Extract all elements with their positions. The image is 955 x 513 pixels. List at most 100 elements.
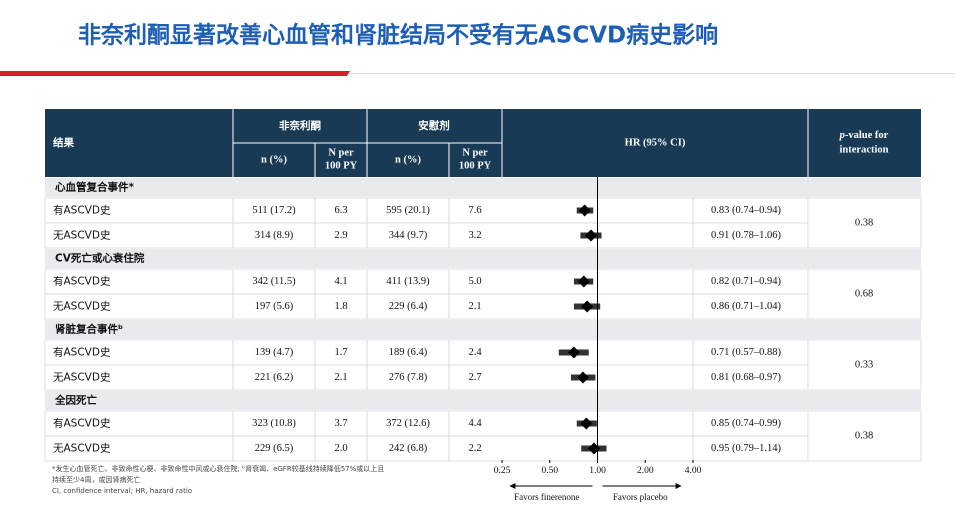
pla-rate: 4.4 xyxy=(468,418,482,429)
data-row xyxy=(44,435,809,462)
pla-n: 344 (9.7) xyxy=(389,230,428,241)
header-rate: N per xyxy=(462,147,488,158)
footnote: CI, confidence interval; HR, hazard rati… xyxy=(52,487,192,495)
fin-rate: 1.7 xyxy=(334,347,347,358)
data-row xyxy=(44,268,809,295)
fin-rate: 3.7 xyxy=(334,418,347,429)
data-row xyxy=(44,222,809,249)
header-n: n (%) xyxy=(395,154,421,165)
x-tick-label: 2.00 xyxy=(637,466,654,476)
data-row xyxy=(44,293,809,320)
p-cell xyxy=(807,268,922,320)
header-finerenone: 非奈利酮 xyxy=(279,119,321,132)
pla-n: 411 (13.9) xyxy=(386,276,430,287)
row-label: 有ASCVD史 xyxy=(53,204,111,217)
group-label: 肾脏复合事件ᵇ xyxy=(55,323,123,336)
p-cell xyxy=(807,197,922,249)
data-row xyxy=(44,410,809,437)
favors-left: Favors finerenone xyxy=(514,492,579,502)
data-row xyxy=(44,364,809,391)
hr-label: 0.95 (0.79–1.14) xyxy=(711,443,781,454)
group-row xyxy=(45,391,921,410)
p-cell xyxy=(807,410,922,462)
group-row xyxy=(45,320,921,339)
hr-marker xyxy=(580,417,593,430)
fin-n: 139 (4.7) xyxy=(255,347,294,358)
pla-n: 276 (7.8) xyxy=(389,372,428,383)
fin-n: 229 (6.5) xyxy=(255,443,294,454)
hr-marker xyxy=(578,204,591,217)
favors-right: Favors placebo xyxy=(613,492,668,502)
group-label: 心血管复合事件* xyxy=(55,181,134,194)
group-row xyxy=(45,178,921,197)
hr-label: 0.85 (0.74–0.99) xyxy=(711,418,781,429)
row-label: 无ASCVD史 xyxy=(53,230,111,242)
hr-marker xyxy=(581,300,594,313)
row-label: 无ASCVD史 xyxy=(53,301,111,313)
pla-n: 242 (6.8) xyxy=(389,443,428,454)
hr-label: 0.82 (0.71–0.94) xyxy=(711,276,781,287)
pla-n: 189 (6.4) xyxy=(389,347,428,358)
fin-rate: 2.0 xyxy=(334,443,347,454)
row-label: 无ASCVD史 xyxy=(53,372,111,384)
header-p: interaction xyxy=(840,144,889,155)
fin-n: 323 (10.8) xyxy=(252,418,296,429)
fin-rate: 2.9 xyxy=(334,230,347,241)
p-value: 0.68 xyxy=(855,288,873,299)
p-value: 0.38 xyxy=(855,217,873,228)
p-value: 0.38 xyxy=(855,430,873,441)
header-n: n (%) xyxy=(261,154,287,165)
pla-rate: 2.1 xyxy=(468,301,481,312)
red-bar xyxy=(0,71,350,76)
title: 非奈利酮显著改善心血管和肾脏结局不受有无ASCVD病史影响 xyxy=(78,22,718,49)
hr-label: 0.91 (0.78–1.06) xyxy=(711,230,781,241)
p-value: 0.33 xyxy=(855,359,873,370)
hr-label: 0.81 (0.68–0.97) xyxy=(711,372,781,383)
header-rate: 100 PY xyxy=(325,160,358,171)
fin-rate: 2.1 xyxy=(334,372,347,383)
x-tick-label: 1.00 xyxy=(589,466,606,476)
x-tick-label: 0.25 xyxy=(494,466,511,476)
fin-rate: 4.1 xyxy=(334,276,347,287)
group-label: CV死亡或心衰住院 xyxy=(55,252,145,265)
hr-marker xyxy=(587,442,600,455)
row-label: 无ASCVD史 xyxy=(53,443,111,455)
fin-n: 511 (17.2) xyxy=(252,205,296,216)
row-label: 有ASCVD史 xyxy=(53,346,111,359)
hr-label: 0.83 (0.74–0.94) xyxy=(711,205,781,216)
pla-rate: 2.2 xyxy=(468,443,481,454)
header-rate: N per xyxy=(328,147,354,158)
pla-n: 229 (6.4) xyxy=(389,301,428,312)
pla-rate: 5.0 xyxy=(468,276,481,287)
fin-n: 342 (11.5) xyxy=(252,276,296,287)
pla-rate: 2.7 xyxy=(468,372,481,383)
fin-n: 221 (6.2) xyxy=(255,372,294,383)
hr-label: 0.86 (0.71–1.04) xyxy=(711,301,781,312)
hr-marker xyxy=(567,346,580,359)
header-hr: HR (95% CI) xyxy=(625,137,686,148)
header-rate: 100 PY xyxy=(459,160,492,171)
data-row xyxy=(44,339,809,366)
group-row xyxy=(45,249,921,268)
header-outcome: 结果 xyxy=(53,136,74,149)
header-p-italic: p xyxy=(839,130,845,141)
fin-rate: 1.8 xyxy=(334,301,347,312)
hr-label: 0.71 (0.57–0.88) xyxy=(711,347,781,358)
data-row xyxy=(44,197,809,224)
fin-n: 314 (8.9) xyxy=(255,230,294,241)
pla-rate: 2.4 xyxy=(468,347,482,358)
hr-marker xyxy=(577,275,590,288)
row-label: 有ASCVD史 xyxy=(53,275,111,288)
hr-marker xyxy=(576,371,589,384)
x-tick-label: 4.00 xyxy=(685,466,702,476)
pla-n: 595 (20.1) xyxy=(386,205,430,216)
x-tick-label: 0.50 xyxy=(541,466,558,476)
row-label: 有ASCVD史 xyxy=(53,417,111,430)
footnote: 持续至少4周，或因肾病死亡 xyxy=(52,475,140,484)
fin-rate: 6.3 xyxy=(334,205,347,216)
footnote: *发生心血管死亡、非致命性心梗、非致命性中风或心衰住院; ᵇ肾衰竭、eGFR较基… xyxy=(52,464,384,473)
group-label: 全因死亡 xyxy=(54,394,97,407)
header-placebo: 安慰剂 xyxy=(418,119,450,132)
pla-n: 372 (12.6) xyxy=(386,418,430,429)
pla-rate: 3.2 xyxy=(468,230,481,241)
